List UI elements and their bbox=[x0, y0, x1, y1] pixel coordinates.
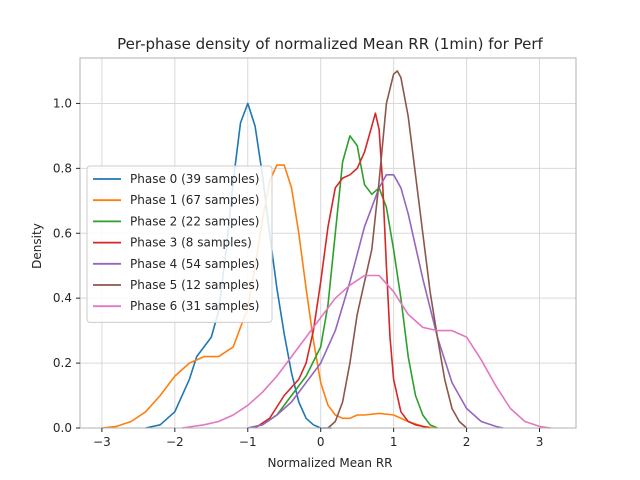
legend: Phase 0 (39 samples) Phase 1 (67 samples)… bbox=[86, 165, 273, 323]
y-tick-label: 0.6 bbox=[53, 226, 72, 240]
y-tick-label: 0.0 bbox=[53, 421, 72, 435]
x-axis-label: Normalized Mean RR bbox=[267, 456, 392, 470]
x-tick-label: −2 bbox=[166, 435, 184, 449]
legend-label-phase-6: Phase 6 (31 samples) bbox=[130, 299, 259, 313]
legend-label-phase-1: Phase 1 (67 samples) bbox=[130, 193, 259, 207]
x-axis: −3 −2 −1 0 1 2 3 bbox=[93, 428, 543, 449]
y-axis: 0.0 0.2 0.4 0.6 0.8 1.0 bbox=[53, 96, 80, 435]
y-tick-label: 0.8 bbox=[53, 161, 72, 175]
series-line-phase-4 bbox=[247, 174, 504, 429]
series-lines bbox=[101, 70, 551, 429]
plot-frame bbox=[79, 57, 577, 429]
legend-label-phase-3: Phase 3 (8 samples) bbox=[130, 236, 252, 250]
series-line-phase-2 bbox=[247, 135, 438, 429]
x-tick-label: −1 bbox=[239, 435, 257, 449]
x-tick-label: 3 bbox=[536, 435, 544, 449]
y-tick-label: 0.4 bbox=[53, 291, 72, 305]
series-line-phase-3 bbox=[254, 112, 431, 429]
legend-box bbox=[86, 165, 273, 323]
legend-label-phase-4: Phase 4 (54 samples) bbox=[130, 257, 259, 271]
series-line-phase-5 bbox=[327, 70, 468, 429]
x-tick-label: −3 bbox=[93, 435, 111, 449]
y-tick-label: 0.2 bbox=[53, 356, 72, 370]
chart-title: Per-phase density of normalized Mean RR … bbox=[117, 35, 543, 53]
x-tick-label: 1 bbox=[390, 435, 398, 449]
y-tick-label: 1.0 bbox=[53, 96, 72, 110]
x-tick-label: 2 bbox=[463, 435, 471, 449]
legend-label-phase-0: Phase 0 (39 samples) bbox=[130, 172, 259, 186]
x-tick-label: 0 bbox=[317, 435, 325, 449]
series-line-phase-6 bbox=[181, 274, 551, 429]
series-line-phase-1 bbox=[101, 164, 438, 429]
legend-label-phase-5: Phase 5 (12 samples) bbox=[130, 278, 259, 292]
y-axis-label: Density bbox=[30, 223, 44, 269]
legend-label-phase-2: Phase 2 (22 samples) bbox=[130, 214, 259, 228]
